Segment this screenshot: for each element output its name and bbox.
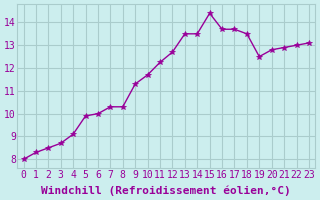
X-axis label: Windchill (Refroidissement éolien,°C): Windchill (Refroidissement éolien,°C) bbox=[41, 185, 291, 196]
